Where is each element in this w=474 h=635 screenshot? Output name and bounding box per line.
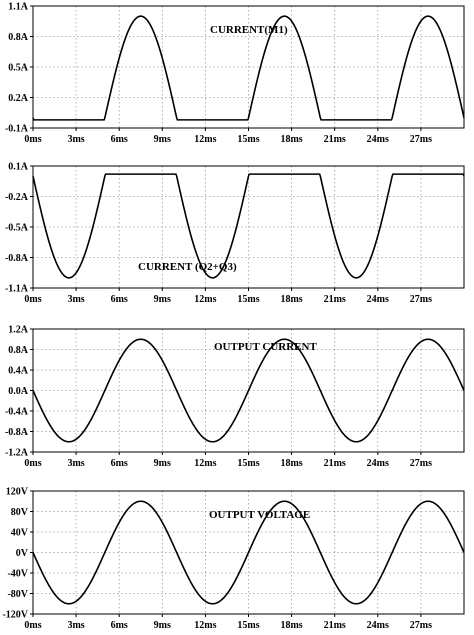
x-tick-label: 0ms [24, 620, 41, 631]
chart-title: OUTPUT CURRENT [214, 341, 317, 353]
y-tick-label: 40V [11, 528, 29, 539]
y-tick-label: 0.1A [8, 162, 29, 173]
x-tick-label: 24ms [367, 294, 389, 305]
x-tick-label: 0ms [24, 134, 41, 145]
x-tick-label: 18ms [280, 458, 302, 469]
x-tick-label: 24ms [367, 134, 389, 145]
x-tick-label: 24ms [367, 458, 389, 469]
x-tick-label: 12ms [194, 458, 216, 469]
chart-panel-1: -0.1A 0.2A 0.5A 0.8A 1.1A 0ms 3ms 6ms 9ms 12ms 15m… [5, 2, 465, 145]
chart-panel-3: -1.2A -0.8A -0.4A 0.0A 0.4A 0.8A 1.2A 0ms 3ms 6ms… [5, 325, 465, 469]
x-tick-label: 6ms [111, 458, 128, 469]
x-tick-label: 6ms [111, 294, 128, 305]
y-tick-label: 0V [16, 548, 29, 559]
x-tick-label: 9ms [154, 458, 171, 469]
x-tick-label: 9ms [154, 134, 171, 145]
x-tick-label: 3ms [67, 134, 84, 145]
series-line [32, 15, 465, 121]
y-tick-label: 0.8A [8, 32, 29, 43]
y-tick-label: 1.1A [8, 2, 29, 13]
series-line [32, 338, 465, 443]
x-tick-label: 27ms [410, 294, 432, 305]
y-tick-label: -0.8A [5, 427, 29, 438]
x-tick-label: 3ms [67, 294, 84, 305]
chart-title: OUTPUT VOLTAGE [209, 509, 310, 521]
x-tick-label: 12ms [194, 620, 216, 631]
x-tick-label: 15ms [237, 134, 259, 145]
y-tick-label: -0.2A [5, 192, 29, 203]
x-tick-label: 21ms [324, 134, 346, 145]
y-tick-label: 0.4A [8, 366, 29, 377]
y-tick-label: -0.4A [5, 407, 29, 418]
y-tick-label: -1.2A [5, 448, 29, 459]
x-tick-label: 3ms [67, 458, 84, 469]
x-tick-label: 21ms [324, 458, 346, 469]
y-tick-label: 0.8A [8, 345, 29, 356]
x-tick-label: 6ms [111, 134, 128, 145]
chart-panel-2: -1.1A -0.8A -0.5A -0.2A 0.1A 0ms 3ms 6ms 9ms 12ms… [5, 162, 465, 305]
x-tick-label: 18ms [280, 134, 302, 145]
y-tick-label: 80V [11, 507, 29, 518]
x-tick-label: 12ms [194, 134, 216, 145]
x-tick-label: 27ms [410, 620, 432, 631]
chart-title: CURRENT (Q2+Q3) [138, 261, 237, 273]
x-tick-label: 9ms [154, 620, 171, 631]
x-tick-label: 12ms [194, 294, 216, 305]
y-tick-label: -80V [7, 589, 28, 600]
x-tick-label: 18ms [280, 294, 302, 305]
x-tick-label: 15ms [237, 294, 259, 305]
y-tick-label: 0.5A [8, 63, 29, 74]
x-tick-label: 3ms [67, 620, 84, 631]
series-line [32, 500, 465, 605]
y-tick-label: 0.0A [8, 386, 29, 397]
x-tick-label: 6ms [111, 620, 128, 631]
x-tick-label: 27ms [410, 458, 432, 469]
y-tick-label: 1.2A [8, 325, 29, 336]
y-tick-label: 120V [6, 487, 29, 498]
series-line [32, 173, 465, 279]
x-tick-label: 15ms [237, 458, 259, 469]
x-tick-label: 0ms [24, 294, 41, 305]
chart-panel-4: -120V -80V -40V 0V 40V 80V 120V 0ms 3ms 6ms 9ms 12m… [2, 487, 465, 631]
y-tick-label: -0.5A [5, 223, 29, 234]
y-tick-label: -1.1A [5, 284, 29, 295]
x-tick-label: 24ms [367, 620, 389, 631]
y-tick-label: -120V [2, 610, 28, 621]
x-tick-label: 21ms [324, 620, 346, 631]
x-tick-label: 15ms [237, 620, 259, 631]
chart-title: CURRENT(M1) [210, 24, 288, 36]
x-tick-label: 27ms [410, 134, 432, 145]
x-tick-label: 0ms [24, 458, 41, 469]
x-tick-label: 9ms [154, 294, 171, 305]
x-tick-label: 18ms [280, 620, 302, 631]
x-tick-label: 21ms [324, 294, 346, 305]
y-tick-label: -0.8A [5, 253, 29, 264]
y-tick-label: 0.2A [8, 93, 29, 104]
y-tick-label: -40V [7, 569, 28, 580]
y-tick-label: -0.1A [5, 124, 29, 135]
